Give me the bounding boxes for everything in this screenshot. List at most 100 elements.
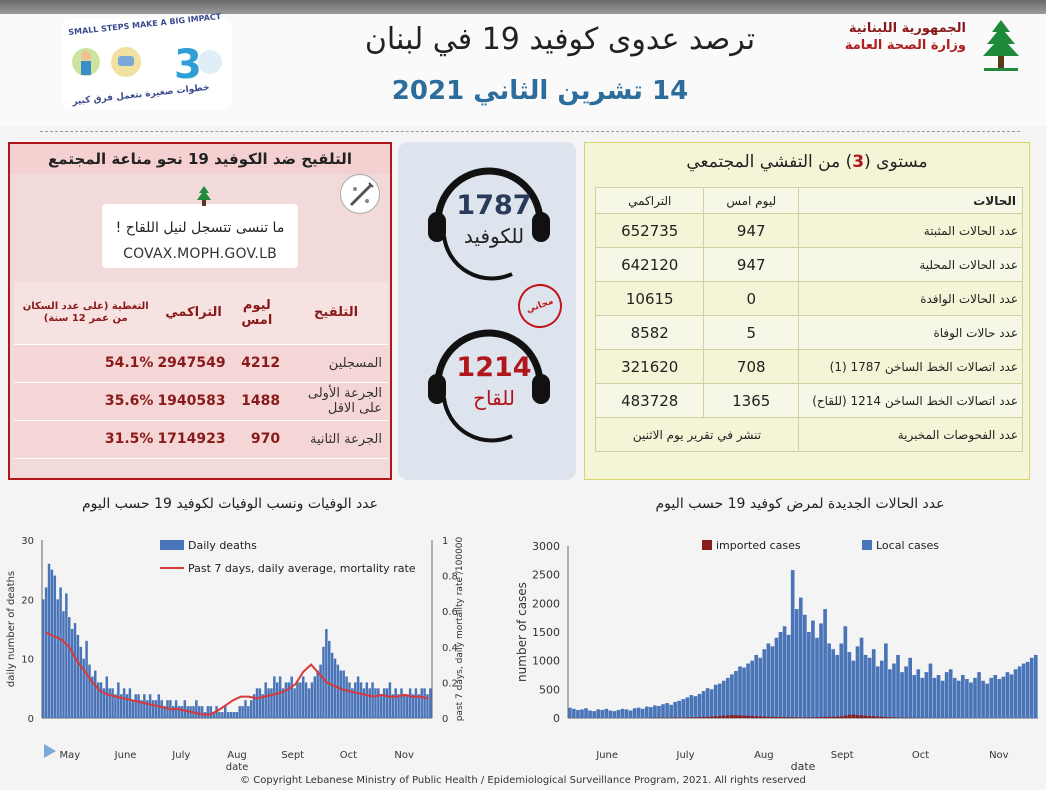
cumulative-cell: 1714923 (157, 420, 230, 459)
death-bar (411, 694, 415, 718)
local-cases-bar (892, 663, 896, 718)
local-cases-bar (1009, 674, 1014, 718)
imported-cases-bar (754, 716, 759, 718)
local-cases-bar (628, 710, 633, 718)
local-cases-bar (661, 704, 665, 718)
local-cases-bar (977, 672, 981, 718)
death-bar (183, 700, 187, 718)
cumulative-cell: 652735 (594, 213, 705, 248)
death-bar (296, 682, 299, 718)
local-cases-bar (932, 677, 937, 718)
local-cases-bar (721, 680, 726, 718)
coverage-cell: 31.5% (14, 420, 158, 459)
y-tick-label: 1500 (532, 626, 560, 639)
imported-cases-bar (726, 715, 730, 718)
local-cases-bar (973, 677, 977, 718)
death-bar (224, 706, 227, 718)
local-cases-bar (730, 674, 734, 718)
death-bar (59, 587, 62, 718)
local-cases-bar (948, 669, 953, 718)
local-cases-bar (904, 666, 908, 718)
death-bar (362, 688, 366, 718)
local-cases-bar (867, 657, 872, 718)
registration-link[interactable]: COVAX.MOPH.GOV.LB (123, 246, 277, 262)
local-cases-bar (851, 660, 856, 718)
local-cases-bar (705, 688, 710, 718)
table-row: 10615 0 عدد الحالات الوافدة (594, 281, 1023, 316)
month-label: Sept (831, 750, 854, 761)
vaccine-hotline: 1214 للقاح (424, 324, 554, 444)
death-bar (76, 634, 80, 718)
death-bar (47, 563, 51, 718)
covid-hotline-label: للكوفيد (463, 224, 525, 248)
local-cases-bar (835, 654, 840, 718)
header: SMALL STEPS MAKE A BIG IMPACT 3 خطوات صغ… (0, 12, 1046, 126)
local-cases-bar (924, 672, 929, 718)
local-cases-bar (689, 695, 694, 718)
imported-cases-bar (685, 717, 690, 718)
y2-tick-label: 1 (442, 536, 448, 547)
imported-cases-bar (705, 716, 710, 718)
legend-label: Past 7 days, daily average, mortality ra… (188, 562, 416, 575)
death-bar (148, 694, 152, 718)
month-label: Sept (281, 750, 304, 761)
local-cases-bar (879, 660, 884, 718)
y-tick-label: 20 (21, 595, 34, 606)
imported-cases-bar (730, 715, 734, 718)
local-cases-bar (961, 675, 965, 718)
local-cases-bar (701, 691, 706, 718)
death-bar (304, 682, 308, 718)
table-row: 652735 947 عدد الحالات المثبتة (594, 213, 1023, 248)
table-row: 35.6% 1940583 1488 الجرعة الأولى على الا… (14, 382, 388, 421)
local-cases-bar (770, 646, 775, 718)
imported-cases-bar (790, 717, 795, 718)
imported-cases-bar (811, 717, 815, 718)
imported-cases-bar (835, 716, 840, 718)
local-cases-bar (908, 657, 912, 718)
local-cases-bar (693, 696, 698, 718)
local-cases-bar (981, 680, 985, 718)
death-bar (356, 676, 360, 718)
imported-cases-bar (742, 715, 746, 718)
ministry-label: وزارة الصحة العامة (844, 38, 966, 53)
local-cases-bar (888, 669, 892, 718)
vaccination-table: التغطية (على عدد السكان من عمر 12 سنة) ا… (14, 282, 388, 459)
imported-cases-bar (859, 715, 864, 718)
death-bar (163, 706, 166, 718)
imported-cases-bar (867, 715, 872, 718)
death-bar (244, 700, 247, 718)
month-label: June (595, 750, 618, 761)
cedar-icon (983, 20, 1019, 71)
month-label: Aug (754, 750, 774, 761)
row-label: عدد اتصالات الخط الساخن 1787 (1) (798, 349, 1023, 384)
table-row: 483728 1365 عدد اتصالات الخط الساخن 1214 (… (594, 383, 1023, 418)
local-cases-bar (847, 652, 852, 718)
death-bar (429, 688, 432, 718)
death-bar (143, 694, 146, 718)
death-bar (336, 664, 340, 718)
imported-cases-bar (815, 717, 819, 718)
death-bar (281, 688, 285, 718)
legend-swatch (702, 540, 712, 550)
yesterday-cell: 947 (703, 213, 799, 248)
local-cases-bar (896, 654, 900, 718)
death-bar (218, 712, 221, 718)
local-cases-bar (669, 704, 673, 718)
cumulative-cell: 483728 (594, 383, 705, 418)
imported-cases-bar (786, 717, 791, 718)
local-cases-bar (969, 682, 973, 718)
heading-prefix: مستوى ( (864, 152, 928, 172)
local-cases-bar (989, 677, 994, 718)
local-cases-bar (928, 663, 933, 718)
local-cases-bar (916, 669, 921, 718)
local-cases-bar (819, 623, 823, 718)
death-bar (131, 700, 135, 718)
local-cases-bar (665, 703, 669, 718)
local-cases-bar (576, 709, 580, 718)
death-bar (420, 688, 423, 718)
cumulative-cell: 321620 (594, 349, 705, 384)
y-axis-label: daily number of deaths (6, 571, 17, 687)
imported-cases-bar (782, 717, 787, 718)
yesterday-cell: 947 (703, 247, 799, 282)
yesterday-cell: 1488 (229, 382, 285, 421)
